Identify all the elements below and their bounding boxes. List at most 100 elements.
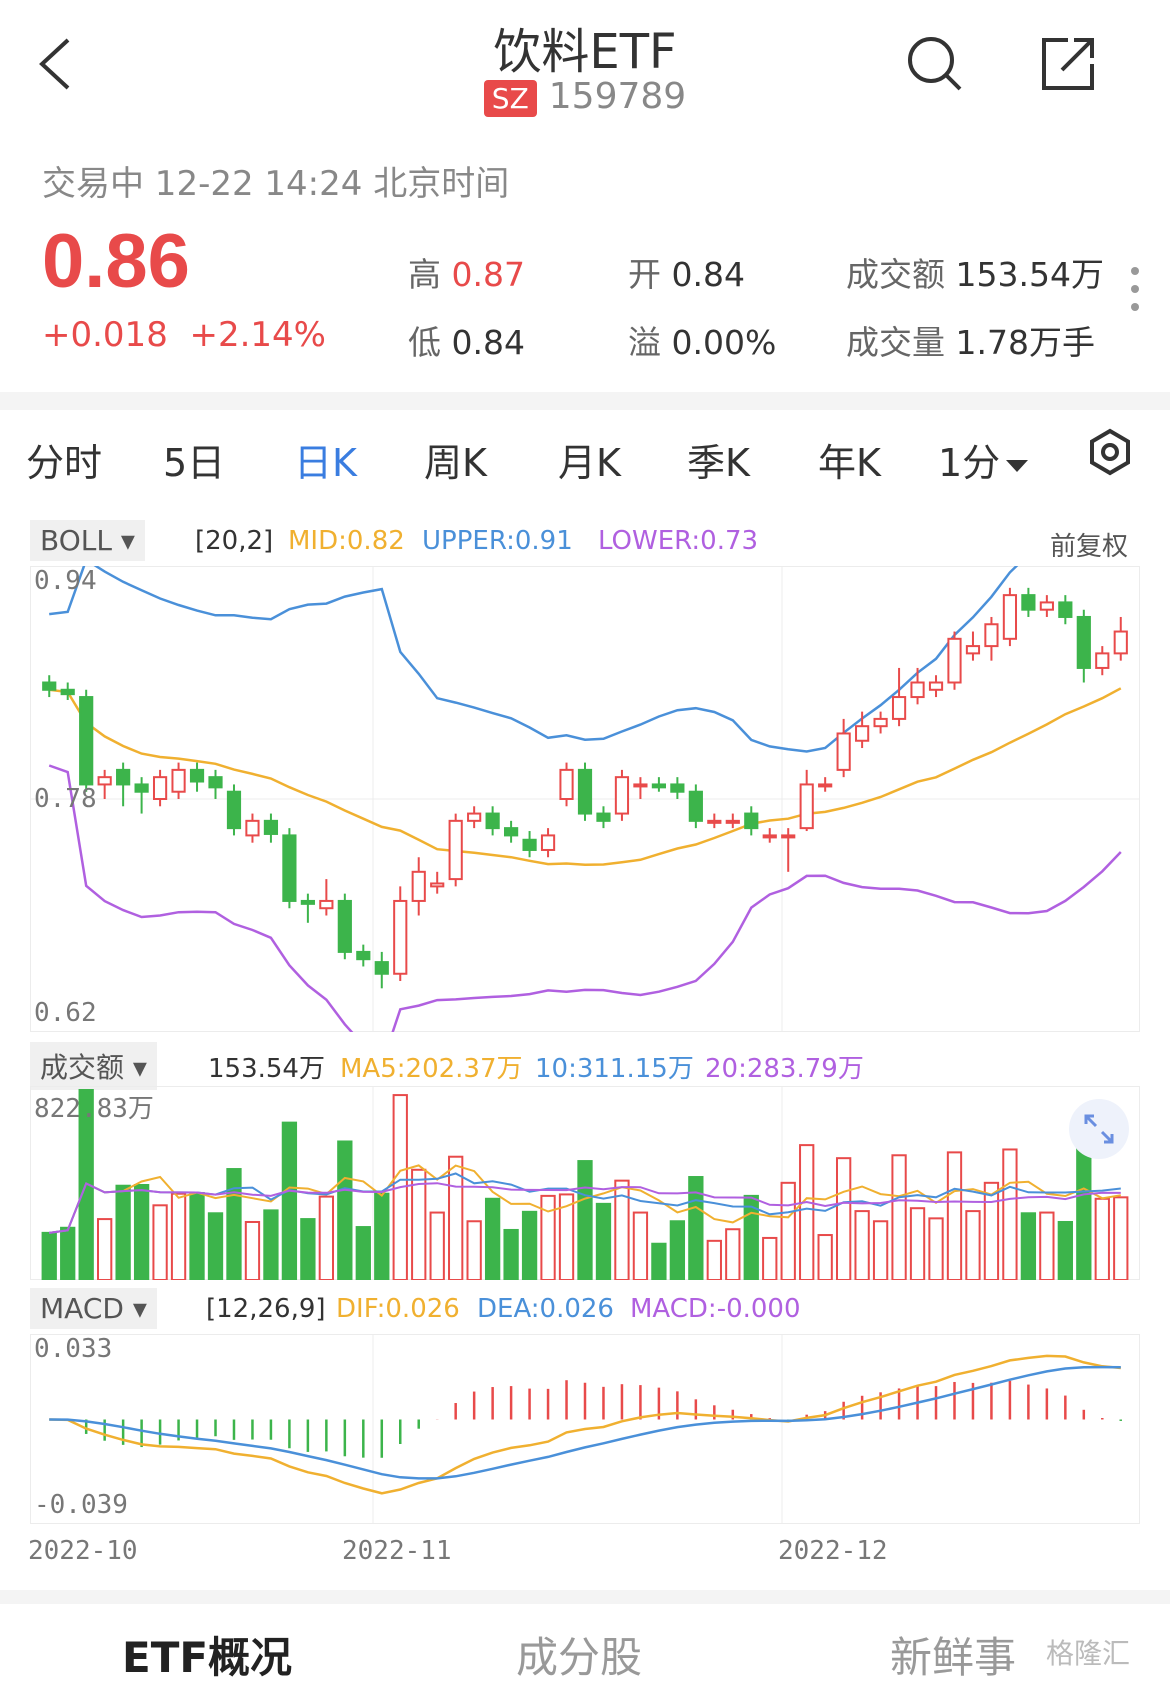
volume-bar [466, 1220, 482, 1280]
candle [836, 718, 851, 778]
quote-open: 开 0.84 [628, 255, 745, 294]
boll-mid: MID:0.82 [288, 526, 405, 556]
tab-constituents[interactable]: 成分股 [516, 1633, 643, 1682]
candle [744, 806, 759, 836]
volume-bar [521, 1210, 538, 1280]
candle [467, 806, 482, 829]
page-title: 饮料ETF [493, 24, 677, 80]
macd-dif: DIF:0.026 [336, 1294, 460, 1324]
volume-bar [60, 1226, 76, 1280]
volume-bar [835, 1157, 852, 1280]
period-tabs: 分时 5日 日K 周K 月K 季K 年K 1分 [0, 428, 1170, 492]
candle [965, 631, 981, 661]
candle [818, 777, 833, 792]
tab-intraday[interactable]: 分时 [26, 441, 103, 485]
boll-dropdown[interactable]: BOLL ▾ [30, 520, 145, 561]
vol-ma10: 10:311.15万 [535, 1054, 694, 1084]
volume-bar [244, 1220, 261, 1280]
candle [633, 777, 648, 799]
tab-5day[interactable]: 5日 [163, 441, 226, 485]
tab-yearly-k[interactable]: 年K [818, 441, 881, 485]
volume-bar [669, 1220, 686, 1280]
volume-bar [355, 1226, 371, 1280]
tab-quarterly-k[interactable]: 季K [687, 441, 750, 485]
macd-ymin-label: -0.039 [34, 1490, 128, 1520]
candle [762, 828, 777, 843]
vol-ma5-line [49, 1164, 1121, 1234]
candle [559, 762, 574, 807]
search-icon[interactable] [905, 34, 965, 94]
candle [799, 769, 814, 832]
k-ymax-label: 0.94 [34, 566, 97, 596]
volume-bar [1039, 1211, 1055, 1280]
candle [725, 813, 740, 829]
volume-bar [207, 1212, 224, 1280]
volume-bar [780, 1181, 796, 1280]
volume-bar [337, 1140, 353, 1280]
vol-ma20-line [49, 1182, 1121, 1234]
tab-news[interactable]: 新鲜事 [890, 1633, 1017, 1682]
candle [614, 769, 630, 821]
volume-bar [983, 1181, 1000, 1280]
back-icon[interactable] [36, 34, 76, 94]
volume-bar [411, 1168, 427, 1280]
volume-bar [1057, 1220, 1073, 1280]
volume-bar [1094, 1197, 1110, 1280]
volume-bar [558, 1193, 575, 1280]
vol-dropdown[interactable]: 成交额 ▾ [30, 1042, 157, 1090]
candle [152, 769, 168, 807]
candle [134, 777, 149, 814]
settings-icon[interactable] [1086, 428, 1134, 485]
macd-dropdown[interactable]: MACD ▾ [30, 1288, 157, 1329]
more-icon[interactable] [1128, 266, 1142, 312]
volume-bar [706, 1239, 722, 1280]
candle [947, 631, 962, 690]
candle [1076, 609, 1091, 683]
candle [60, 682, 75, 700]
tab-weekly-k[interactable]: 周K [424, 441, 487, 485]
tab-1min-label: 1分 [938, 441, 1001, 485]
volume-bar [374, 1192, 390, 1280]
dropdown-icon [1006, 460, 1029, 472]
k-line-chart[interactable] [30, 566, 1140, 1032]
watermark-logo: 格隆汇 [1046, 1637, 1131, 1670]
tab-monthly-k[interactable]: 月K [558, 441, 621, 485]
candle [522, 831, 537, 858]
candle [1113, 616, 1128, 661]
quote-low: 低 0.84 [408, 323, 525, 362]
volume-bar [152, 1204, 168, 1280]
macd-params: [12,26,9] [206, 1294, 326, 1324]
vol-ma5: MA5:202.37万 [340, 1054, 523, 1084]
boll-mid-line [49, 687, 1122, 867]
volume-bar [1076, 1144, 1092, 1280]
tab-daily-k[interactable]: 日K [294, 441, 357, 485]
volume-bar [429, 1211, 445, 1280]
vol-value: 153.54万 [208, 1054, 325, 1084]
change-pct: +2.14% [189, 315, 326, 355]
candle [226, 784, 242, 836]
volume-chart[interactable] [30, 1086, 1140, 1280]
macd-chart[interactable] [30, 1334, 1140, 1524]
volume-bar [799, 1144, 815, 1280]
volume-bar [909, 1207, 926, 1280]
candle [393, 886, 408, 982]
share-icon[interactable] [1038, 34, 1098, 94]
candle [97, 769, 112, 799]
volume-bar [577, 1160, 593, 1280]
volume-bar [928, 1217, 944, 1280]
candle [208, 769, 223, 799]
vol-ymax-label: 822.83万 [34, 1094, 154, 1124]
tab-1min[interactable]: 1分 [938, 432, 1030, 487]
expand-icon[interactable] [1068, 1098, 1130, 1160]
volume-bar [614, 1179, 630, 1280]
candle [42, 675, 57, 698]
trading-status: 交易中 12-22 14:24 北京时间 [42, 164, 510, 204]
candle [374, 951, 389, 989]
tab-etf-overview[interactable]: ETF概况 [122, 1633, 293, 1682]
vol-ma20: 20:283.79万 [705, 1054, 864, 1084]
candle [781, 828, 796, 872]
adjust-mode[interactable]: 前复权 [1050, 532, 1129, 562]
candle [1002, 587, 1018, 647]
boll-lower: LOWER:0.73 [598, 526, 759, 556]
candle [1039, 595, 1054, 617]
